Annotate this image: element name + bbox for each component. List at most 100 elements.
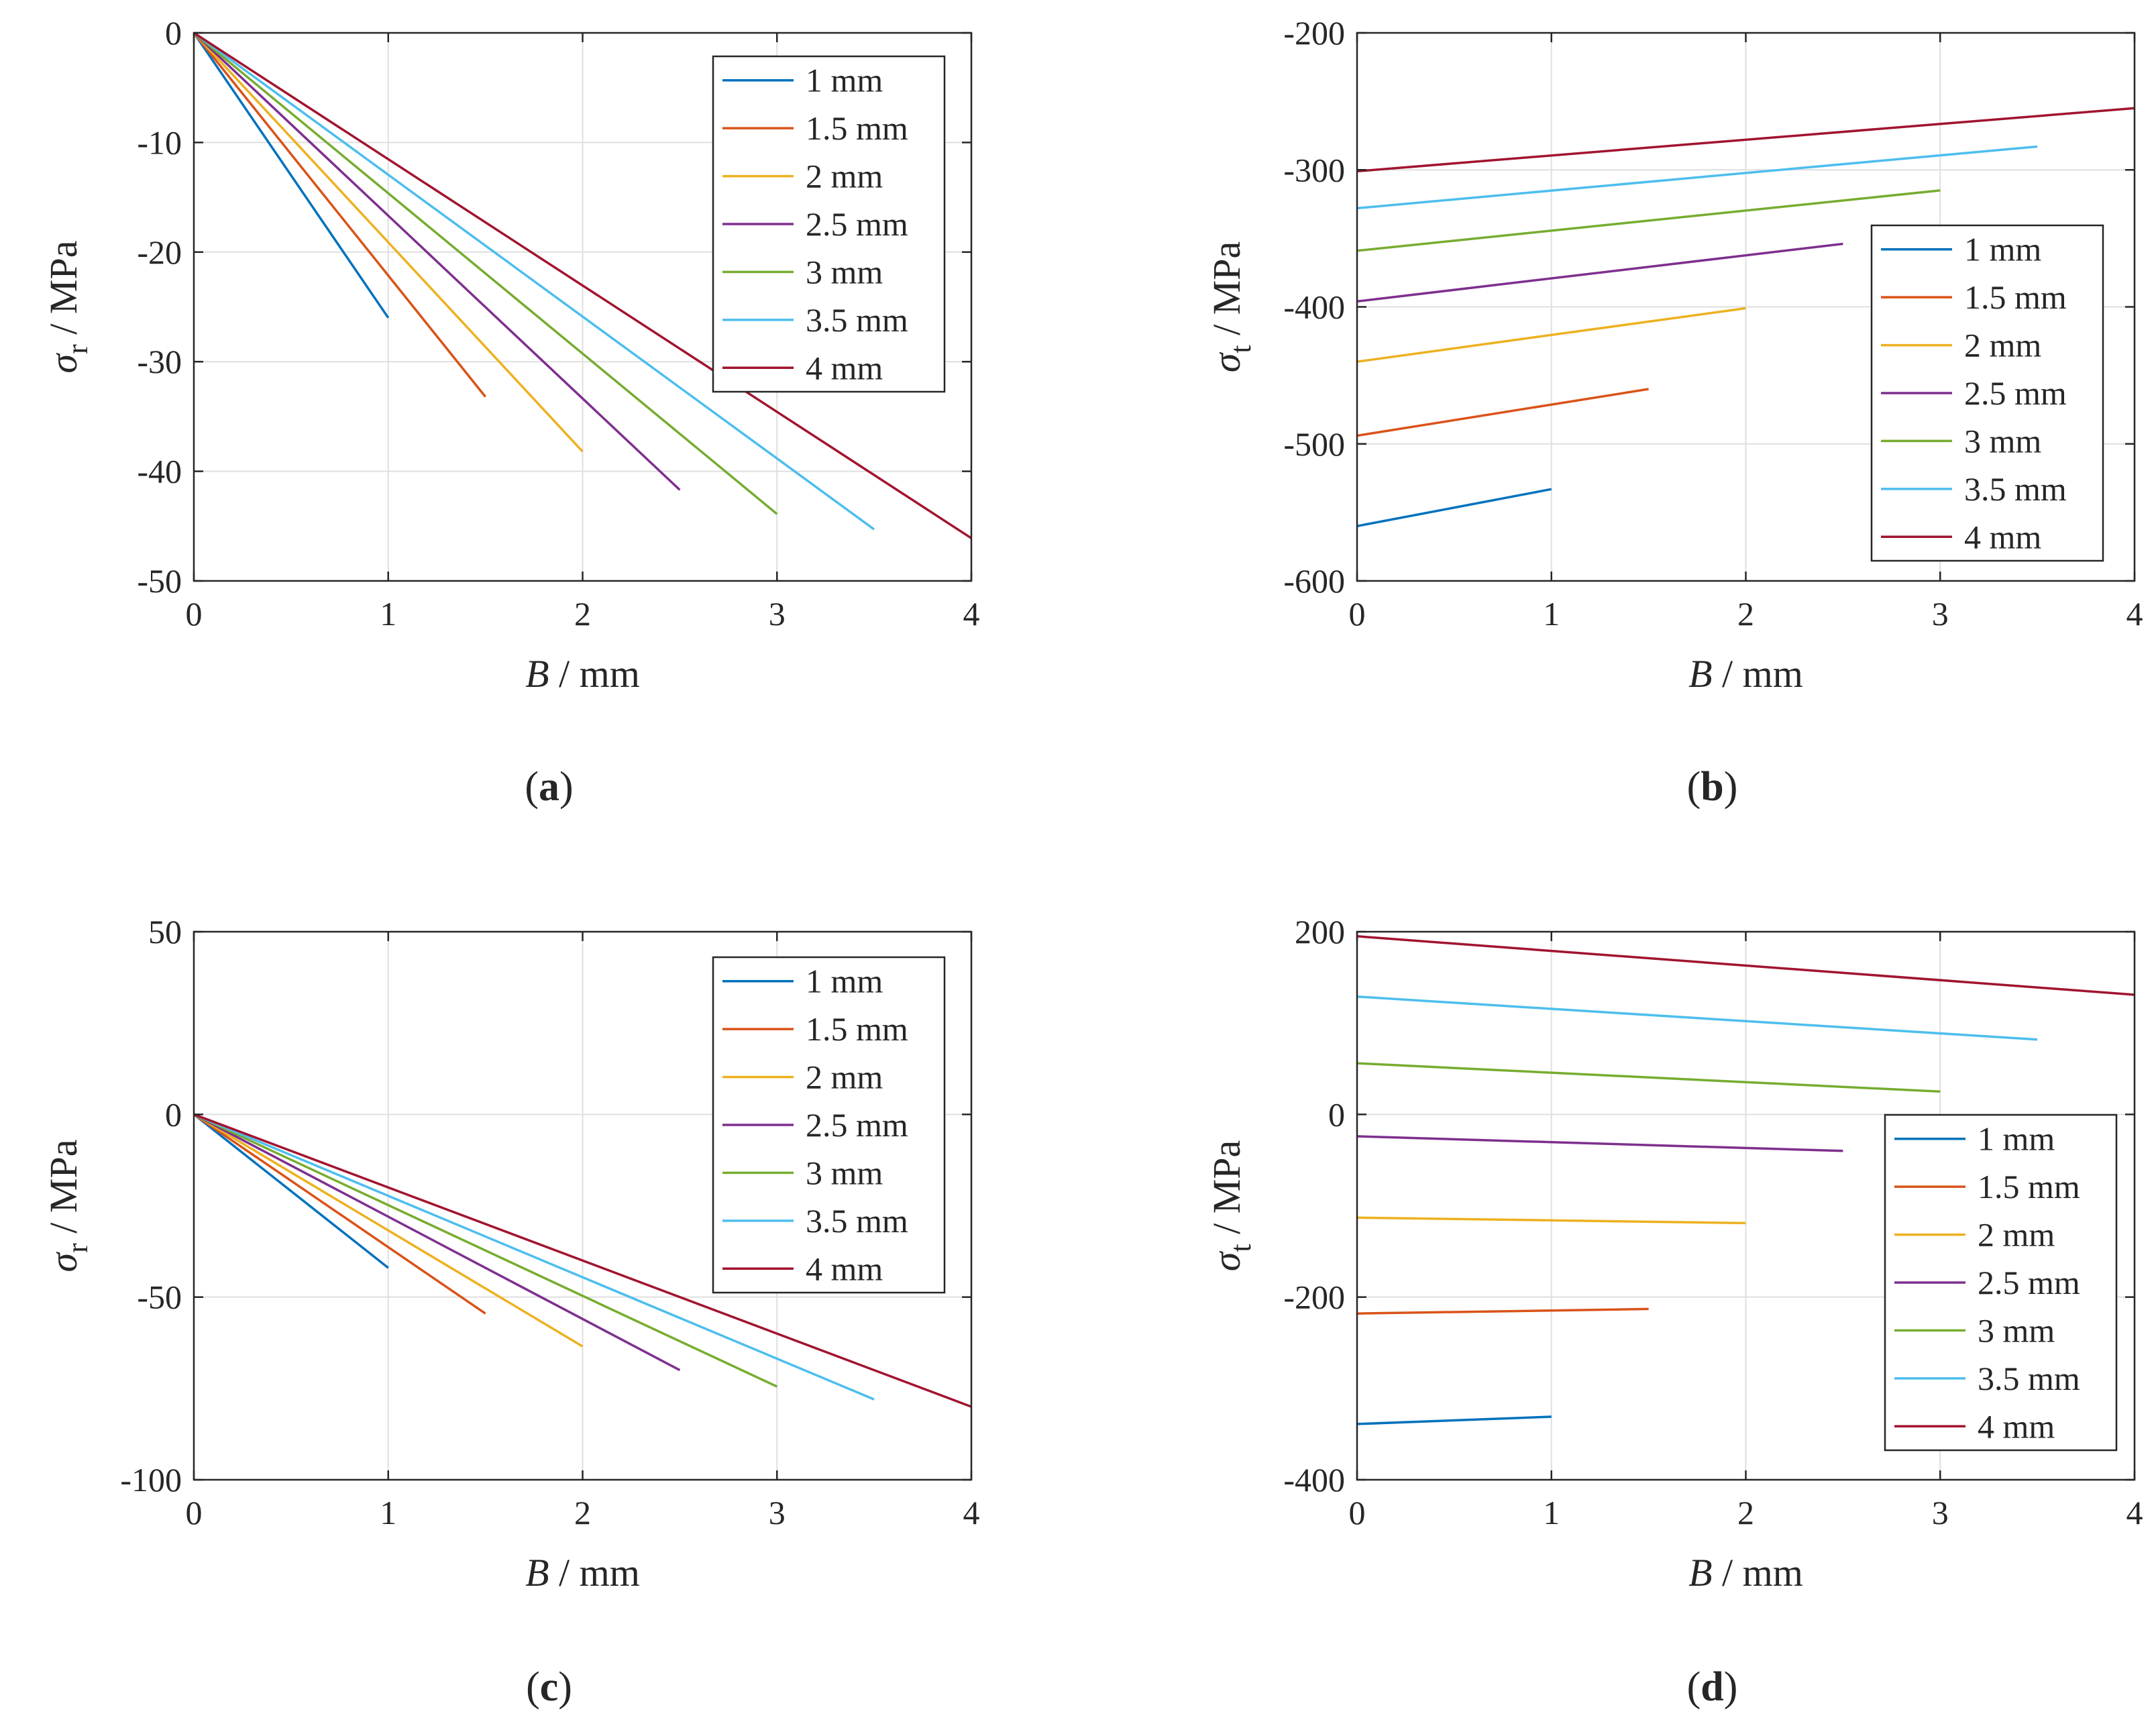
series-line-1-mm xyxy=(1356,1415,1552,1425)
series-line-3-mm xyxy=(193,32,778,515)
y-tick-label: -400 xyxy=(1283,1461,1345,1499)
series-line-4-mm xyxy=(193,32,972,539)
legend: 1 mm 1.5 mm 2 mm 2.5 mm 3 mm 3.5 mm 4 mm xyxy=(712,956,946,1294)
legend-entry: 1.5 mm xyxy=(806,109,908,147)
panel-label: (c) xyxy=(526,1664,572,1710)
legend-entry: 2 mm xyxy=(1964,327,2041,364)
legend: 1 mm 1.5 mm 2 mm 2.5 mm 3 mm 3.5 mm 4 mm xyxy=(1870,224,2104,562)
series-line-1-mm xyxy=(193,32,390,319)
y-tick-label: 0 xyxy=(165,14,182,52)
y-axis-label: σr / MPa xyxy=(42,1140,94,1272)
series-line-2-mm xyxy=(193,32,584,453)
legend-entry: 3.5 mm xyxy=(806,301,908,339)
legend-entry: 4 mm xyxy=(806,1250,883,1287)
x-axis-label: B / mm xyxy=(525,652,640,696)
x-axis-label: B / mm xyxy=(1688,652,1803,696)
series-line-2-mm xyxy=(1356,307,1746,363)
chart-panel-d: 0 1 2 3 4 200 0 -200 -400 B / mm σt / MPa 1 mm 1.5 m… xyxy=(1205,913,2143,1710)
legend-entry: 3.5 mm xyxy=(1978,1360,2080,1397)
x-tick-label: 3 xyxy=(769,1494,786,1531)
legend-entry: 2.5 mm xyxy=(1978,1264,2080,1301)
y-tick-label: -10 xyxy=(137,123,182,161)
x-tick-label: 4 xyxy=(963,1494,980,1531)
legend-entry: 3 mm xyxy=(1978,1311,2055,1349)
chart-panel-b: 0 1 2 3 4 -200 -300 -400 -500 -600 B / mm σt / MPa 1… xyxy=(1205,14,2143,810)
y-tick-label: -30 xyxy=(137,343,182,380)
legend-entry: 1.5 mm xyxy=(1964,278,2067,316)
legend-entry: 2.5 mm xyxy=(806,205,908,243)
legend-entry: 2.5 mm xyxy=(1964,374,2067,412)
y-tick-label: -600 xyxy=(1283,562,1345,600)
y-axis-label: σt / MPa xyxy=(1205,241,1257,373)
y-axis-label: σt / MPa xyxy=(1205,1140,1257,1272)
x-tick-label: 1 xyxy=(1543,595,1560,633)
x-tick-label: 2 xyxy=(1737,595,1754,633)
y-tick-label: -50 xyxy=(137,1279,182,1316)
series-line-2-5-mm xyxy=(193,1113,681,1372)
x-tick-label: 4 xyxy=(2126,595,2143,633)
legend-entry: 1 mm xyxy=(806,62,883,99)
series-line-1-5-mm xyxy=(1356,1307,1649,1315)
y-tick-label: 0 xyxy=(1328,1095,1345,1133)
y-tick-label: 200 xyxy=(1295,913,1345,951)
x-tick-label: 3 xyxy=(1932,595,1949,633)
legend-entry: 1 mm xyxy=(1964,231,2041,268)
panel-label: (d) xyxy=(1687,1664,1738,1710)
x-axis-label: B / mm xyxy=(525,1551,640,1594)
x-tick-label: 0 xyxy=(1349,1494,1366,1531)
panel-label: (b) xyxy=(1687,764,1738,810)
x-tick-label: 0 xyxy=(186,595,203,633)
legend-entry: 1.5 mm xyxy=(806,1010,908,1048)
series-line-1-5-mm xyxy=(193,1113,486,1315)
series-line-2-mm xyxy=(193,1113,584,1348)
legend-entry: 4 mm xyxy=(806,349,883,386)
legend-entry: 2 mm xyxy=(806,1059,883,1096)
series-line-1-mm xyxy=(1356,488,1552,528)
x-tick-label: 1 xyxy=(380,1494,396,1531)
series-line-3-5-mm xyxy=(193,32,875,531)
legend-entry: 2 mm xyxy=(1978,1216,2055,1254)
legend-entry: 3.5 mm xyxy=(806,1202,908,1240)
x-tick-label: 4 xyxy=(963,595,980,633)
legend-entry: 2.5 mm xyxy=(806,1106,908,1144)
y-tick-label: -100 xyxy=(120,1461,182,1499)
legend-entry: 1.5 mm xyxy=(1978,1168,2080,1205)
legend-entry: 1 mm xyxy=(1978,1120,2055,1158)
legend: 1 mm 1.5 mm 2 mm 2.5 mm 3 mm 3.5 mm 4 mm xyxy=(712,55,946,393)
x-tick-label: 3 xyxy=(769,595,786,633)
series-line-4-mm xyxy=(1356,107,2135,173)
series-line-3-5-mm xyxy=(1356,995,2038,1041)
y-tick-label: -300 xyxy=(1283,151,1345,188)
legend: 1 mm 1.5 mm 2 mm 2.5 mm 3 mm 3.5 mm 4 mm xyxy=(1884,1114,2118,1452)
x-tick-label: 4 xyxy=(2126,1494,2143,1531)
series-line-3-mm xyxy=(1356,189,1941,252)
x-axis-label: B / mm xyxy=(1688,1551,1803,1594)
legend-entry: 3.5 mm xyxy=(1964,470,2067,508)
panel-label: (a) xyxy=(525,764,573,810)
series-line-3-mm xyxy=(1356,1062,1941,1093)
legend-entry: 3 mm xyxy=(1964,422,2041,459)
series-line-3-mm xyxy=(193,1113,778,1388)
x-tick-label: 2 xyxy=(574,1494,591,1531)
legend-entry: 3 mm xyxy=(806,1154,883,1191)
y-tick-label: -20 xyxy=(137,233,182,271)
x-tick-label: 1 xyxy=(1543,1494,1560,1531)
legend-entry: 3 mm xyxy=(806,253,883,290)
legend-entry: 1 mm xyxy=(806,963,883,1000)
series-line-3-5-mm xyxy=(193,1113,875,1401)
series-line-1-5-mm xyxy=(193,32,486,398)
y-tick-label: 0 xyxy=(165,1095,182,1133)
series-line-4-mm xyxy=(193,1113,972,1408)
legend-entry: 4 mm xyxy=(1978,1407,2055,1445)
y-axis-label: σr / MPa xyxy=(42,241,94,374)
x-tick-label: 0 xyxy=(186,1494,203,1531)
series-line-1-mm xyxy=(193,1113,389,1269)
x-tick-label: 2 xyxy=(574,595,591,633)
y-tick-label: -50 xyxy=(137,562,182,600)
x-tick-label: 0 xyxy=(1349,595,1366,633)
y-tick-label: -200 xyxy=(1283,1279,1345,1316)
y-tick-label: -40 xyxy=(137,453,182,490)
legend-entry: 4 mm xyxy=(1964,518,2041,555)
